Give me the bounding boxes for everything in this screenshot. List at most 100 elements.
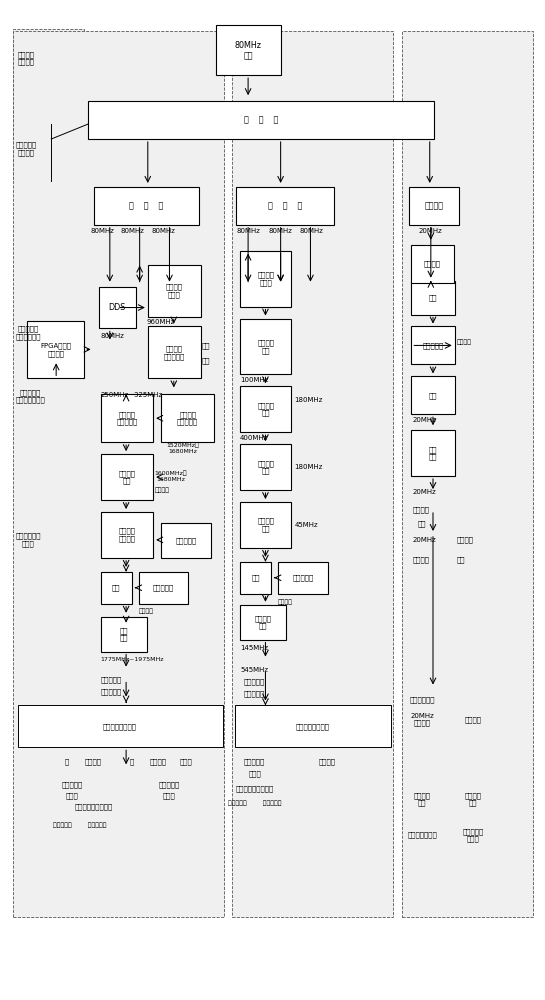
Text: FPGA控制、
频率控制: FPGA控制、 频率控制 xyxy=(40,342,71,357)
Text: 本振信号: 本振信号 xyxy=(318,758,335,765)
Text: 80MHz: 80MHz xyxy=(236,228,260,234)
FancyBboxPatch shape xyxy=(148,326,201,378)
Text: 第二一本
关混频电路: 第二一本 关混频电路 xyxy=(116,411,137,425)
Text: 锁相: 锁相 xyxy=(457,557,465,563)
FancyBboxPatch shape xyxy=(240,319,292,374)
Text: 时钟信号: 时钟信号 xyxy=(413,507,430,513)
FancyBboxPatch shape xyxy=(138,572,189,604)
Text: 合路器输出: 合路器输出 xyxy=(244,690,265,697)
FancyBboxPatch shape xyxy=(235,187,334,225)
Text: 20MHz: 20MHz xyxy=(413,537,436,543)
Text: 合路器: 合路器 xyxy=(179,758,192,765)
Text: 第一一本
关混频电路: 第一一本 关混频电路 xyxy=(164,345,185,360)
FancyBboxPatch shape xyxy=(240,386,292,432)
Text: 时钟信号: 时钟信号 xyxy=(413,557,429,563)
Text: 与参考锁相: 与参考锁相 xyxy=(175,537,197,544)
FancyBboxPatch shape xyxy=(411,245,453,283)
Text: 一本振信号: 一本振信号 xyxy=(159,781,180,788)
Text: 80MHz: 80MHz xyxy=(90,228,114,234)
FancyBboxPatch shape xyxy=(101,512,153,558)
FancyBboxPatch shape xyxy=(240,251,292,307)
Text: 参考频率
基准模块: 参考频率 基准模块 xyxy=(17,51,35,65)
Text: 激光测距模块
触发源: 激光测距模块 触发源 xyxy=(15,533,41,547)
FancyBboxPatch shape xyxy=(409,187,459,225)
FancyBboxPatch shape xyxy=(411,376,455,414)
Text: DDS: DDS xyxy=(109,303,126,312)
Text: 250MHz~325MHz: 250MHz~325MHz xyxy=(101,392,163,398)
Text: 145MHz: 145MHz xyxy=(240,645,268,651)
Text: 时钟信号
锁相: 时钟信号 锁相 xyxy=(414,792,431,806)
Text: 第一二镜
电路: 第一二镜 电路 xyxy=(257,339,274,354)
FancyBboxPatch shape xyxy=(94,187,199,225)
FancyBboxPatch shape xyxy=(13,29,84,181)
Text: 第三本振
开关混频: 第三本振 开关混频 xyxy=(118,528,135,542)
FancyBboxPatch shape xyxy=(232,31,393,917)
Text: 400MHz: 400MHz xyxy=(240,435,268,441)
Text: 检测信号: 检测信号 xyxy=(278,599,293,605)
Text: 80MHz
晶振: 80MHz 晶振 xyxy=(234,41,262,60)
FancyBboxPatch shape xyxy=(99,287,136,328)
Text: 四分频器: 四分频器 xyxy=(425,201,444,210)
Text: 一本振信号        合路器输出: 一本振信号 合路器输出 xyxy=(53,822,107,828)
Text: 一本振信号
调制流: 一本振信号 调制流 xyxy=(463,828,484,842)
Text: 自动增益: 自动增益 xyxy=(155,487,170,493)
Text: 合入: 合入 xyxy=(251,574,260,581)
Text: 20MHz: 20MHz xyxy=(413,489,436,495)
Text: 合路器: 合路器 xyxy=(65,793,78,799)
Text: 滤波放大
电路: 滤波放大 电路 xyxy=(255,615,271,629)
Text: 激光测距模块触发源: 激光测距模块触发源 xyxy=(75,804,113,810)
FancyBboxPatch shape xyxy=(101,617,147,652)
FancyBboxPatch shape xyxy=(240,444,292,490)
Text: 第三镜频
电路: 第三镜频 电路 xyxy=(257,460,274,474)
FancyBboxPatch shape xyxy=(240,605,286,640)
Text: 20MHz
时钟信号: 20MHz 时钟信号 xyxy=(410,713,434,726)
Text: 锁相频率
源电路: 锁相频率 源电路 xyxy=(166,283,183,298)
Text: 80MHz: 80MHz xyxy=(100,333,124,339)
Text: 一本振信号: 一本振信号 xyxy=(244,678,265,685)
FancyBboxPatch shape xyxy=(402,31,533,917)
Text: 激光测距模块触发源: 激光测距模块触发源 xyxy=(235,786,274,792)
Text: 时钟信号
锁相: 时钟信号 锁相 xyxy=(465,792,482,806)
Text: 关一: 关一 xyxy=(202,342,210,349)
Text: 合路器: 合路器 xyxy=(248,770,261,777)
Text: 20MHz: 20MHz xyxy=(419,228,443,234)
Text: 非关: 非关 xyxy=(202,357,210,364)
Text: 时钟信号: 时钟信号 xyxy=(457,537,474,543)
Text: 滤波放大
电路: 滤波放大 电路 xyxy=(118,470,135,484)
Text: 频率控制、
调谐控制信号: 频率控制、 调谐控制信号 xyxy=(15,325,41,340)
Text: 分    配    器: 分 配 器 xyxy=(268,201,302,210)
Text: 参考频率、
时钟信号: 参考频率、 时钟信号 xyxy=(15,142,37,156)
Text: 20MHz: 20MHz xyxy=(413,417,436,423)
Text: 一本振信号        合路器输出: 一本振信号 合路器输出 xyxy=(228,800,281,806)
Text: 滤波
放大: 滤波 放大 xyxy=(429,446,437,460)
Text: 合入: 合入 xyxy=(429,294,437,301)
Text: 一本振信号合路器: 一本振信号合路器 xyxy=(295,723,330,730)
FancyBboxPatch shape xyxy=(13,31,223,917)
Text: 与参考锁相: 与参考锁相 xyxy=(292,574,313,581)
Text: 分    配    器: 分 配 器 xyxy=(129,201,164,210)
FancyBboxPatch shape xyxy=(148,265,201,317)
FancyBboxPatch shape xyxy=(101,394,153,442)
Text: 一本振信号合路器: 一本振信号合路器 xyxy=(103,723,137,730)
Text: 960MHz: 960MHz xyxy=(147,319,175,325)
Text: 本振信号: 本振信号 xyxy=(85,758,102,765)
FancyBboxPatch shape xyxy=(101,454,153,500)
FancyBboxPatch shape xyxy=(278,562,328,594)
Text: 一本振信号调制: 一本振信号调制 xyxy=(407,832,437,838)
Text: 80MHz: 80MHz xyxy=(300,228,324,234)
Text: 80MHz: 80MHz xyxy=(269,228,293,234)
Text: 检测信号: 检测信号 xyxy=(457,340,472,345)
Text: 合入: 合入 xyxy=(112,584,120,591)
Text: 一本振信号: 一本振信号 xyxy=(61,781,82,788)
Text: 一本振信号: 一本振信号 xyxy=(100,676,122,683)
Text: 1520MHz、
1680MHz: 1520MHz、 1680MHz xyxy=(167,442,199,454)
Text: 本振信号: 本振信号 xyxy=(150,758,167,765)
Text: 时钟信号: 时钟信号 xyxy=(465,716,482,723)
Text: 四分频器
电路: 四分频器 电路 xyxy=(257,402,274,416)
Text: 与参考锁相: 与参考锁相 xyxy=(422,342,444,349)
FancyBboxPatch shape xyxy=(88,101,434,139)
FancyBboxPatch shape xyxy=(240,562,271,594)
Text: 非关键锁相
与频率控制信号: 非关键锁相 与频率控制信号 xyxy=(15,389,45,403)
FancyBboxPatch shape xyxy=(411,430,455,476)
Text: 二次变频: 二次变频 xyxy=(424,260,441,267)
